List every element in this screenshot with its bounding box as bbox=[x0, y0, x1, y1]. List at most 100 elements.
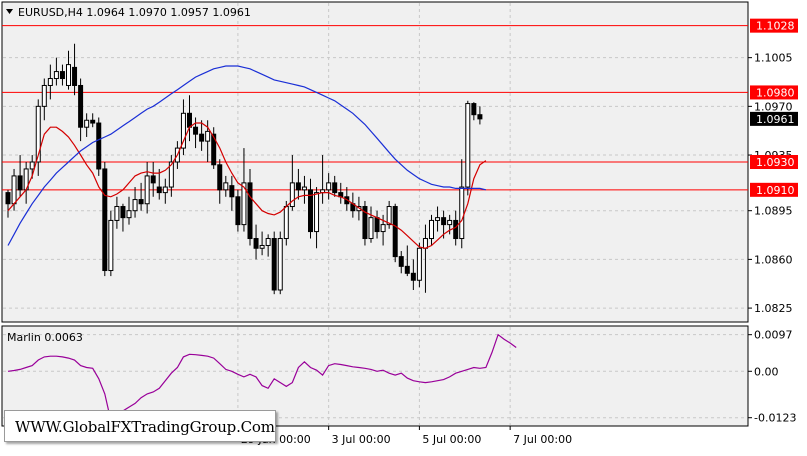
candle-body bbox=[422, 238, 428, 249]
marlin-line bbox=[7, 333, 517, 422]
time-tick-label: 7 Jul 00:00 bbox=[513, 433, 572, 446]
candle-body bbox=[102, 168, 108, 272]
candle-body bbox=[362, 206, 368, 240]
candle-body bbox=[72, 66, 78, 86]
candle-body bbox=[277, 238, 283, 291]
candle-body bbox=[314, 192, 320, 233]
candle-body bbox=[326, 182, 332, 191]
candle-body bbox=[66, 64, 71, 86]
price-axis: 1.10051.09701.09351.08951.08601.08251.10… bbox=[748, 18, 798, 315]
indicator-axis: 0.0097 0.00 -0.0123 bbox=[748, 329, 796, 425]
time-tick-label: 3 Jul 00:00 bbox=[332, 433, 391, 446]
candle-body bbox=[41, 84, 47, 107]
candle-body bbox=[47, 78, 53, 86]
candle-body bbox=[247, 182, 253, 240]
price-levels bbox=[2, 25, 748, 191]
indicator-panel: 0.0097 0.00 -0.0123 Marlin 0.0063 bbox=[1, 325, 796, 427]
candle-body bbox=[180, 112, 186, 149]
price-tick-label: 1.0860 bbox=[754, 253, 793, 266]
level-price-label: 1.0930 bbox=[756, 156, 795, 169]
candle-body bbox=[11, 175, 17, 205]
candle-body bbox=[429, 219, 434, 240]
candle-body bbox=[193, 126, 199, 135]
candle-body bbox=[150, 175, 156, 184]
price-tick-label: 1.0825 bbox=[754, 302, 793, 315]
candle-body bbox=[374, 217, 380, 233]
candle-body bbox=[108, 219, 114, 272]
candle-body bbox=[78, 84, 84, 128]
candle-body bbox=[332, 182, 338, 194]
candle-body bbox=[435, 217, 441, 221]
candle-body bbox=[386, 206, 392, 226]
time-tick-label: 5 Jul 00:00 bbox=[422, 433, 481, 446]
candles bbox=[5, 43, 483, 295]
candle-body bbox=[416, 247, 422, 281]
candle-body bbox=[53, 71, 59, 80]
price-tick-label: 1.0895 bbox=[754, 205, 793, 218]
candle-body bbox=[132, 199, 138, 212]
indicator-title: Marlin 0.0063 bbox=[7, 331, 83, 344]
price-tick-label: 1.0970 bbox=[754, 100, 793, 113]
current-price-label: 1.0961 bbox=[756, 113, 795, 126]
symbol-header: EURUSD,H4 1.0964 1.0970 1.0957 1.0961 bbox=[18, 6, 251, 19]
candle-body bbox=[441, 217, 447, 226]
candle-body bbox=[35, 105, 41, 163]
candle-body bbox=[404, 265, 410, 274]
price-panel: 1.10051.09701.09351.08951.08601.08251.10… bbox=[1, 1, 798, 323]
candle-body bbox=[17, 175, 23, 191]
candle-body bbox=[138, 199, 144, 205]
current-price-tag bbox=[750, 111, 798, 126]
candle-body bbox=[187, 112, 192, 128]
candle-body bbox=[477, 114, 483, 120]
candle-body bbox=[217, 164, 223, 191]
candle-body bbox=[398, 256, 404, 267]
candle-body bbox=[5, 192, 11, 205]
level-price-label: 1.0980 bbox=[756, 86, 795, 99]
candle-body bbox=[465, 103, 471, 188]
candle-body bbox=[253, 238, 259, 249]
candle-body bbox=[144, 175, 150, 205]
candle-body bbox=[211, 133, 217, 166]
candle-body bbox=[447, 219, 453, 226]
collapse-triangle-icon[interactable] bbox=[6, 9, 13, 14]
candle-body bbox=[301, 186, 307, 191]
candle-body bbox=[168, 161, 174, 188]
level-price-tag bbox=[750, 85, 798, 100]
candle-body bbox=[392, 206, 398, 258]
indicator-tick-label: 0.00 bbox=[754, 365, 779, 378]
candle-body bbox=[380, 224, 386, 233]
candle-body bbox=[114, 206, 120, 221]
indicator-tick-label: -0.0123 bbox=[754, 412, 796, 425]
candle-body bbox=[368, 217, 374, 240]
level-price-label: 1.0910 bbox=[756, 184, 795, 197]
candle-body bbox=[241, 182, 247, 226]
candle-body bbox=[308, 189, 313, 233]
candle-body bbox=[84, 119, 90, 128]
candle-body bbox=[283, 206, 289, 240]
candle-body bbox=[289, 182, 295, 208]
candle-body bbox=[229, 185, 235, 198]
candle-body bbox=[96, 122, 102, 170]
candle-body bbox=[235, 196, 241, 226]
candle-body bbox=[156, 186, 162, 194]
level-price-label: 1.1028 bbox=[756, 20, 795, 33]
level-price-tag bbox=[750, 18, 798, 33]
candle-body bbox=[259, 244, 265, 249]
fast-ma-line bbox=[7, 122, 487, 249]
candle-body bbox=[295, 182, 301, 191]
candle-body bbox=[271, 238, 277, 291]
candle-body bbox=[453, 219, 459, 240]
slow-ma-line bbox=[7, 65, 487, 246]
candle-body bbox=[29, 161, 35, 170]
candle-body bbox=[120, 206, 126, 219]
level-price-tag bbox=[750, 155, 798, 169]
candle-body bbox=[59, 71, 65, 80]
moving-averages bbox=[7, 65, 487, 249]
candle-body bbox=[90, 119, 96, 124]
candle-body bbox=[459, 186, 465, 240]
candle-body bbox=[265, 238, 271, 246]
candle-body bbox=[126, 210, 132, 219]
indicator-tick-label: 0.0097 bbox=[754, 329, 793, 342]
